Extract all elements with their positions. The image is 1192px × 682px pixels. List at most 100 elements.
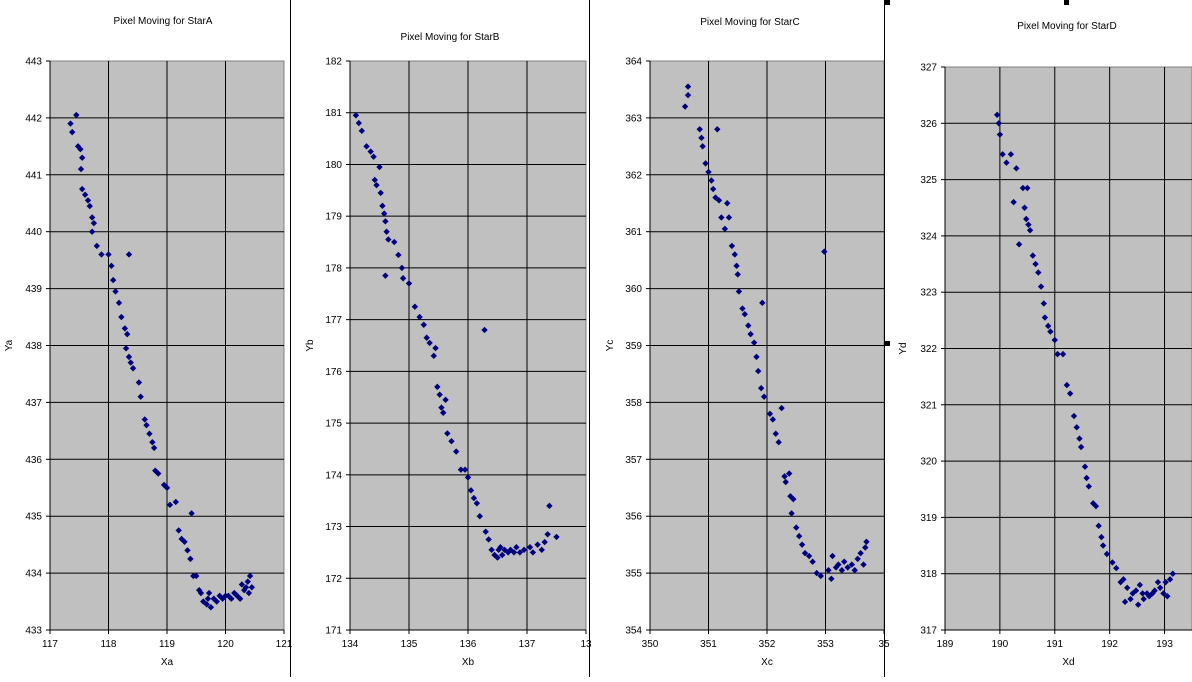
data-point [1040, 300, 1047, 307]
data-point [1103, 550, 1111, 558]
x-tick-label: 353 [817, 639, 834, 650]
data-point [143, 421, 150, 429]
resize-handle[interactable] [885, 0, 890, 5]
y-tick-label: 435 [25, 512, 42, 523]
data-point [526, 544, 534, 551]
y-tick-label: 440 [25, 227, 42, 238]
data-point [416, 313, 423, 321]
data-point [184, 547, 191, 554]
data-point [786, 470, 793, 477]
data-point [782, 478, 789, 486]
data-point [1140, 595, 1147, 603]
data-point [488, 546, 495, 554]
data-point [755, 367, 762, 375]
data-point [115, 299, 123, 307]
data-point [1162, 578, 1169, 586]
data-point [1054, 350, 1061, 358]
data-point [1025, 221, 1032, 228]
y-tick-label: 174 [325, 470, 342, 481]
data-point [1129, 590, 1136, 597]
data-point [473, 500, 481, 507]
data-point [1117, 578, 1124, 586]
data-point [714, 126, 721, 133]
y-tick-label: 172 [325, 574, 342, 585]
data-point [739, 305, 746, 312]
data-point [825, 567, 832, 574]
data-point [1132, 587, 1140, 594]
data-point [1143, 590, 1151, 597]
data-point [1073, 424, 1080, 431]
data-point [1160, 590, 1167, 597]
data-point [112, 288, 119, 295]
data-point [395, 251, 402, 259]
x-tick-label: 118 [101, 639, 117, 650]
y-tick-label: 327 [920, 63, 937, 74]
y-tick-label: 436 [25, 455, 42, 466]
y-tick-label: 325 [920, 175, 937, 186]
data-point [228, 595, 235, 602]
data-point [78, 154, 86, 161]
data-point [129, 365, 137, 372]
data-point [411, 303, 419, 310]
data-point [862, 544, 869, 551]
data-point [125, 251, 133, 258]
data-point [432, 344, 439, 352]
data-point [405, 280, 413, 287]
data-point [363, 143, 370, 150]
data-point [1051, 336, 1058, 344]
data-point [1063, 381, 1071, 389]
y-tick-label: 177 [325, 315, 342, 326]
data-point [709, 185, 717, 193]
data-point [420, 321, 427, 329]
data-point [813, 569, 820, 577]
data-point [1166, 576, 1174, 583]
data-point [187, 555, 194, 563]
data-point [1113, 564, 1120, 572]
resize-handle[interactable] [1064, 0, 1069, 5]
data-point [1026, 227, 1034, 234]
data-point [838, 567, 846, 574]
data-point [453, 448, 460, 455]
x-tick-label: 351 [700, 639, 717, 650]
data-point [203, 601, 210, 608]
chart-title: Pixel Moving for StarB [401, 32, 500, 43]
data-point [210, 595, 217, 602]
data-point [382, 272, 389, 279]
data-point [155, 470, 162, 477]
data-point [520, 546, 528, 554]
data-point [241, 586, 248, 594]
y-tick-label: 437 [25, 398, 42, 409]
x-tick-label: 136 [460, 639, 477, 650]
data-point [1156, 584, 1164, 591]
y-tick-label: 357 [625, 455, 642, 466]
data-point [681, 103, 689, 110]
chart-title: Pixel Moving for StarD [1017, 21, 1116, 32]
data-point [1032, 260, 1039, 268]
data-point [851, 567, 858, 574]
x-tick-label: 120 [217, 639, 234, 650]
panel-divider [290, 0, 291, 677]
data-point [122, 345, 130, 352]
data-point [788, 510, 795, 517]
data-point [1169, 570, 1176, 577]
data-point [246, 572, 254, 580]
data-point [242, 584, 250, 591]
data-point [1098, 533, 1105, 541]
data-point [538, 546, 545, 554]
data-point [146, 430, 153, 437]
data-point [793, 524, 800, 531]
y-tick-label: 171 [325, 626, 342, 637]
data-point [205, 589, 213, 597]
data-point [795, 532, 803, 540]
data-point [499, 551, 506, 559]
data-point [766, 410, 774, 417]
data-point [175, 527, 182, 534]
data-point [77, 165, 85, 173]
chart-a: 117 118 119 120 121 433 434 435 436 437 438 439 440 4… [4, 16, 293, 668]
data-point [213, 598, 220, 605]
data-point [835, 561, 842, 568]
y-tick-label: 360 [625, 284, 642, 295]
x-tick-label: 13 [580, 639, 592, 650]
data-point [188, 510, 195, 517]
resize-handle[interactable] [885, 341, 890, 346]
